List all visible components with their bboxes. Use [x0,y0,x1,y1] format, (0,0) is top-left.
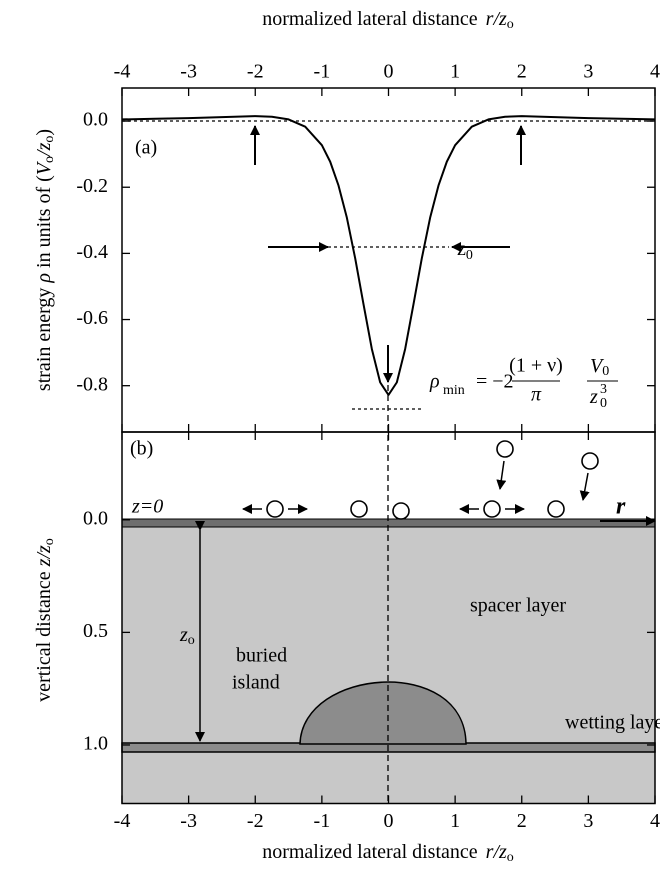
x-tick-label: -4 [114,810,131,832]
label-part: z/z [33,545,55,567]
x-tick-label: -1 [314,61,331,83]
label-part: normalized lateral distance [262,841,478,863]
label-part: ρ [33,273,55,284]
label-sub: o [507,850,514,865]
y-tick-label: -0.8 [76,373,108,395]
panel-label: (b) [130,438,153,460]
label-part: z [457,238,466,260]
formula-part: = −2 [476,371,514,393]
formula-part: V0 [590,355,609,380]
formula-part: 3 [600,382,607,397]
surface-label: z=0 [131,496,163,518]
label-sub: o [188,633,195,648]
adatom [392,502,410,520]
label-part: r/z [486,841,507,863]
formula-part: (1 + ν) [509,355,563,377]
x-tick-label: -1 [314,810,331,832]
formula-part: z [589,386,598,408]
label-part: /z [33,142,55,157]
label-part: z [179,624,188,646]
label-part: normalized lateral distance [262,8,478,30]
x-tick-label: -3 [180,810,197,832]
x-tick-label: 3 [583,810,593,832]
wetting-label: wetting layer [565,712,660,734]
adatom [496,440,514,458]
y-tick-label: -0.4 [76,241,108,263]
depth-label: zo [179,624,195,649]
x-tick-label: 0 [384,810,394,832]
formula: ρ min = −2 (1 + ν) π V0 z 0 3 [429,355,618,411]
arrow [579,472,590,501]
y-tick-label: 0.5 [83,620,108,642]
adatom [581,452,599,470]
frame-b [121,431,656,805]
label-sub: 0 [602,364,609,379]
x-tick-label: -2 [247,61,264,83]
y-axis-title: vertical distance z/zo [33,538,58,702]
panel-label: (a) [135,137,157,159]
x-tick-label: 1 [450,61,460,83]
label-sub: o [42,136,57,143]
label-part: vertical distance [33,566,55,702]
y-tick-label: 0.0 [83,109,108,131]
y-tick-label: -0.6 [76,307,108,329]
label-sub: o [507,17,514,32]
formula-part: 0 [600,396,607,411]
y-tick-label: -0.2 [76,175,108,197]
x-tick-label: 4 [650,61,660,83]
formula-part: min [443,383,465,398]
y-tick-label: 0.0 [83,507,108,529]
adatom [266,500,284,518]
adatom-arrows [242,460,590,514]
label-sub: o [42,538,57,545]
x-tick-label: 4 [650,810,660,832]
r-label: r [616,494,626,520]
label-part: r/z [486,8,507,30]
spacer-label: spacer layer [470,595,566,617]
adatom [483,500,501,518]
x-tick-label: 0 [384,61,394,83]
x-tick-label: 2 [517,61,527,83]
label-sub: 0 [466,248,473,263]
label-part: ) [33,129,55,136]
formula-part: ρ [429,371,440,393]
x-tick-label: -3 [180,61,197,83]
formula-part: π [531,384,542,406]
x-tick-label: -4 [114,61,131,83]
x-tick-label: 3 [583,61,593,83]
label-part: in units of ( [33,175,55,273]
adatoms [266,440,599,520]
x-tick-label: 1 [450,810,460,832]
x-axis-title: normalized lateral distance r/zo [262,8,514,33]
label-part: z [589,386,598,408]
label-part: V [33,160,55,175]
buried-island [299,681,467,745]
x-axis-title: normalized lateral distance r/zo [262,841,514,866]
arrow [496,460,507,490]
adatom [350,500,368,518]
label-part: strain energy [33,283,55,392]
island-label: island [232,672,280,694]
label-part: V [590,355,605,377]
y-axis-title: strain energy ρ in units of (Vo/zo) [33,129,58,391]
width-label: z0 [457,238,473,264]
y-tick-label: 1.0 [83,733,108,755]
adatom [547,500,565,518]
label-sub: o [42,156,57,163]
island-label: buried [236,645,287,667]
curve [121,115,656,396]
x-tick-label: 2 [517,810,527,832]
x-tick-label: -2 [247,810,264,832]
